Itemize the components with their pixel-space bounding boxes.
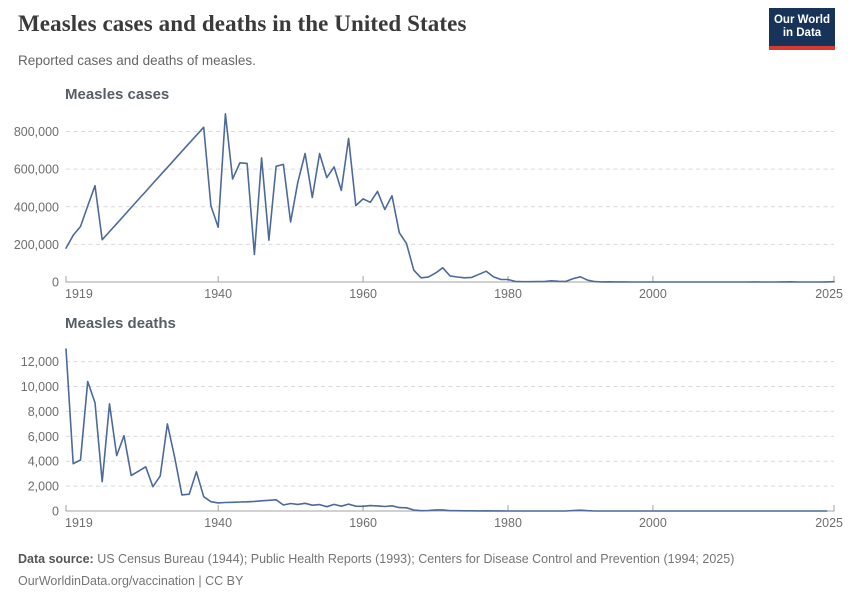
deaths-y-tick-label: 12,000 (21, 355, 59, 369)
owid-logo-line2: in Data (782, 27, 822, 39)
cases-line (65, 113, 835, 283)
chart-title-cases: Measles cases (65, 86, 170, 103)
owid-logo-text: Our World in Data (769, 8, 835, 41)
cases-x-tick-label: 2025 (815, 287, 843, 301)
owid-logo-line1: Our World (773, 13, 830, 26)
deaths-line (65, 348, 828, 512)
cases-x-tick-label: 2000 (639, 287, 667, 301)
deaths-x-tick-label: 1919 (65, 516, 93, 530)
deaths-x-tick-label: 2025 (815, 516, 843, 530)
deaths-y-tick-label: 0 (52, 505, 59, 519)
page-title: Measles cases and deaths in the United S… (18, 11, 467, 36)
footer: Data source: US Census Bureau (1944); Pu… (18, 549, 734, 592)
deaths-x-tick-label: 2000 (639, 516, 667, 530)
cases-y-tick-label: 200,000 (14, 238, 59, 252)
cases-x-tick-label: 1919 (65, 287, 93, 301)
deaths-y-tick-label: 6,000 (28, 430, 59, 444)
footer-source: Data source: US Census Bureau (1944); Pu… (18, 549, 734, 571)
footer-source-label: Data source: (18, 552, 94, 566)
cases-x-tick-label: 1960 (349, 287, 377, 301)
cases-y-tick-label: 800,000 (14, 125, 59, 139)
deaths-y-tick-label: 8,000 (28, 405, 59, 419)
footer-source-text: US Census Bureau (1944); Public Health R… (93, 552, 735, 566)
chart-title-deaths: Measles deaths (65, 315, 176, 332)
deaths-y-tick-label: 4,000 (28, 455, 59, 469)
cases-y-tick-label: 0 (52, 276, 59, 290)
cases-y-tick-label: 400,000 (14, 200, 59, 214)
owid-logo[interactable]: Our World in Data (769, 8, 835, 50)
cases-x-tick-label: 1980 (494, 287, 522, 301)
footer-license[interactable]: OurWorldinData.org/vaccination | CC BY (18, 573, 244, 588)
cases-y-tick-label: 600,000 (14, 163, 59, 177)
page-subtitle: Reported cases and deaths of measles. (18, 53, 256, 68)
deaths-x-tick-label: 1960 (349, 516, 377, 530)
deaths-y-tick-label: 2,000 (28, 480, 59, 494)
deaths-x-tick-label: 1980 (494, 516, 522, 530)
deaths-x-tick-label: 1940 (204, 516, 232, 530)
deaths-y-tick-label: 10,000 (21, 380, 59, 394)
cases-x-tick-label: 1940 (204, 287, 232, 301)
